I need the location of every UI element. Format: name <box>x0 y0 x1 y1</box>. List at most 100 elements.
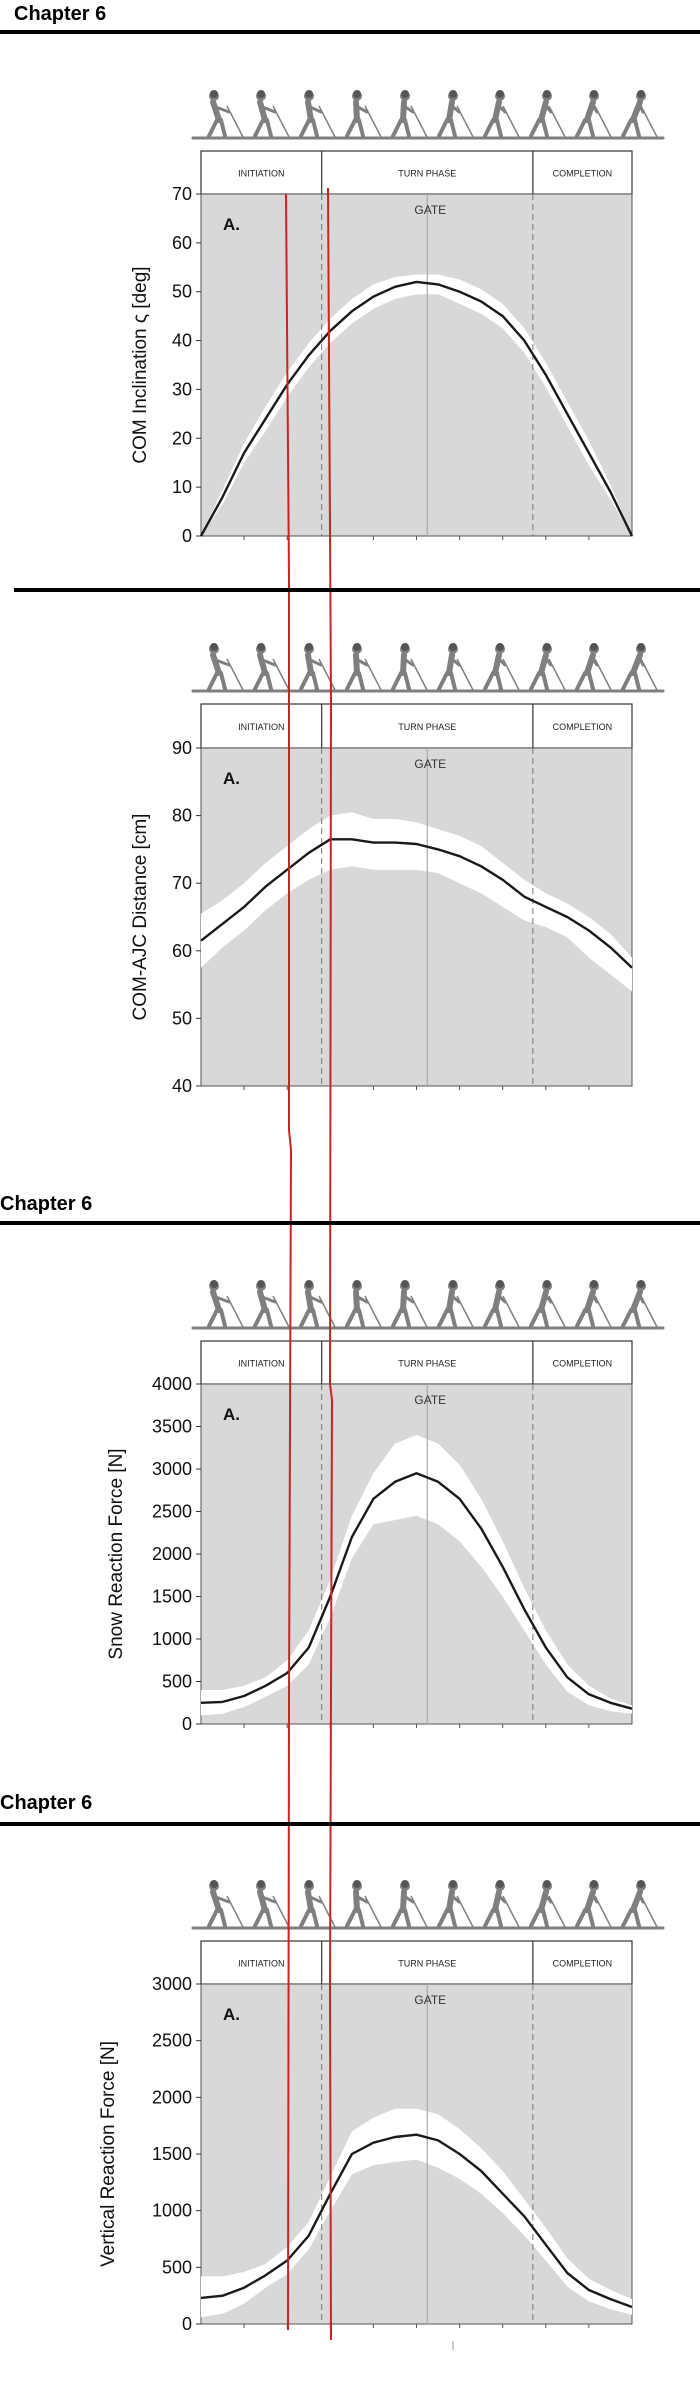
helmet-icon <box>210 90 218 98</box>
arm-icon <box>497 1294 507 1304</box>
leg-icon <box>391 118 403 138</box>
red-overlay-line <box>285 193 293 2331</box>
skier-figure-icon <box>513 643 573 693</box>
y-tick-label: 1500 <box>152 2144 192 2164</box>
leg-icon <box>219 1908 227 1928</box>
skier-figure-icon <box>237 1280 297 1330</box>
skier-figure-icon <box>329 90 389 140</box>
skier-figure-icon <box>375 1880 435 1930</box>
helmet-icon <box>496 1280 504 1288</box>
phase-label-initiation: INITIATION <box>238 1359 284 1369</box>
leg-icon <box>541 1908 549 1928</box>
leg-icon <box>587 1908 595 1928</box>
leg-icon <box>483 671 495 691</box>
skier-figure-icon <box>605 90 665 140</box>
leg-icon <box>483 1908 495 1928</box>
y-tick-label: 30 <box>172 379 192 399</box>
leg-icon <box>621 1308 633 1328</box>
helmet-icon <box>257 1880 265 1888</box>
arm-icon <box>638 104 645 114</box>
leg-icon <box>495 1308 503 1328</box>
helmet-icon <box>590 90 598 98</box>
arm-icon <box>211 1294 231 1304</box>
helmet-icon <box>210 1280 218 1288</box>
y-tick-label: 500 <box>162 2257 192 2277</box>
leg-icon <box>403 1308 411 1328</box>
y-tick-label: 4000 <box>152 1374 192 1394</box>
y-tick-label: 80 <box>172 806 192 826</box>
helmet-icon <box>401 90 409 98</box>
leg-icon <box>299 1308 311 1328</box>
skier-figure-icon <box>605 1880 665 1930</box>
leg-icon <box>587 671 595 691</box>
skier-figure-icon <box>191 90 251 140</box>
arm-icon <box>450 1894 461 1904</box>
arm-icon <box>306 657 323 667</box>
phase-label-turn: TURN PHASE <box>398 722 456 732</box>
leg-icon <box>253 671 265 691</box>
helmet-icon <box>496 1880 504 1888</box>
helmet-icon <box>401 1880 409 1888</box>
arm-icon <box>544 1894 553 1904</box>
arm-icon <box>211 657 231 667</box>
helmet-icon <box>305 643 313 651</box>
gate-label: GATE <box>414 203 446 217</box>
arm-icon <box>402 1294 415 1304</box>
leg-icon <box>437 1908 449 1928</box>
mean-line <box>199 280 634 537</box>
helmet-icon <box>449 1280 457 1288</box>
skier-figure-icon <box>283 90 343 140</box>
arm-icon <box>591 1894 599 1904</box>
leg-icon <box>621 671 633 691</box>
helmet-icon <box>401 643 409 651</box>
skier-figure-icon <box>375 90 435 140</box>
leg-icon <box>483 118 495 138</box>
leg-icon <box>495 118 503 138</box>
arm-icon <box>497 657 507 667</box>
skier-figure-icon <box>191 1280 251 1330</box>
arm-icon <box>402 657 415 667</box>
leg-icon <box>575 671 587 691</box>
arm-icon <box>354 1894 369 1904</box>
y-tick-label: 50 <box>172 1008 192 1028</box>
phase-header-box <box>200 150 633 195</box>
helmet-icon <box>257 1280 265 1288</box>
gate-label: GATE <box>414 757 446 771</box>
mean-line <box>200 2133 633 2309</box>
leg-icon <box>219 118 227 138</box>
helmet-icon <box>637 1280 645 1288</box>
arm-icon <box>544 104 553 114</box>
skier-figure-icon <box>283 1280 343 1330</box>
arm-icon <box>306 104 323 114</box>
leg-icon <box>449 118 457 138</box>
red-overlay-line <box>327 187 334 2341</box>
skier-figure-icon <box>513 1280 573 1330</box>
leg-icon <box>391 1308 403 1328</box>
helmet-icon <box>305 90 313 98</box>
skier-figure-icon <box>329 1880 389 1930</box>
leg-icon <box>345 671 357 691</box>
arm-icon <box>258 104 277 114</box>
leg-icon <box>357 1308 365 1328</box>
leg-icon <box>529 1308 541 1328</box>
skier-figure-icon <box>605 643 665 693</box>
leg-icon <box>483 1308 495 1328</box>
arm-icon <box>591 657 599 667</box>
helmet-icon <box>401 1280 409 1288</box>
leg-icon <box>633 671 641 691</box>
leg-icon <box>437 118 449 138</box>
leg-icon <box>391 671 403 691</box>
leg-icon <box>449 1908 457 1928</box>
phase-label-turn: TURN PHASE <box>398 1359 456 1369</box>
arm-icon <box>497 104 507 114</box>
y-axis-label: COM-AJC Distance [cm] <box>130 814 151 1021</box>
gate-label: GATE <box>414 1393 446 1407</box>
torso-icon <box>538 99 549 123</box>
y-tick-label: 40 <box>172 1076 192 1096</box>
helmet-icon <box>353 90 361 98</box>
leg-icon <box>633 1308 641 1328</box>
phase-label-completion: COMPLETION <box>553 169 613 179</box>
torso-icon <box>584 1289 596 1313</box>
leg-icon <box>265 1308 273 1328</box>
torso-icon <box>210 99 222 123</box>
